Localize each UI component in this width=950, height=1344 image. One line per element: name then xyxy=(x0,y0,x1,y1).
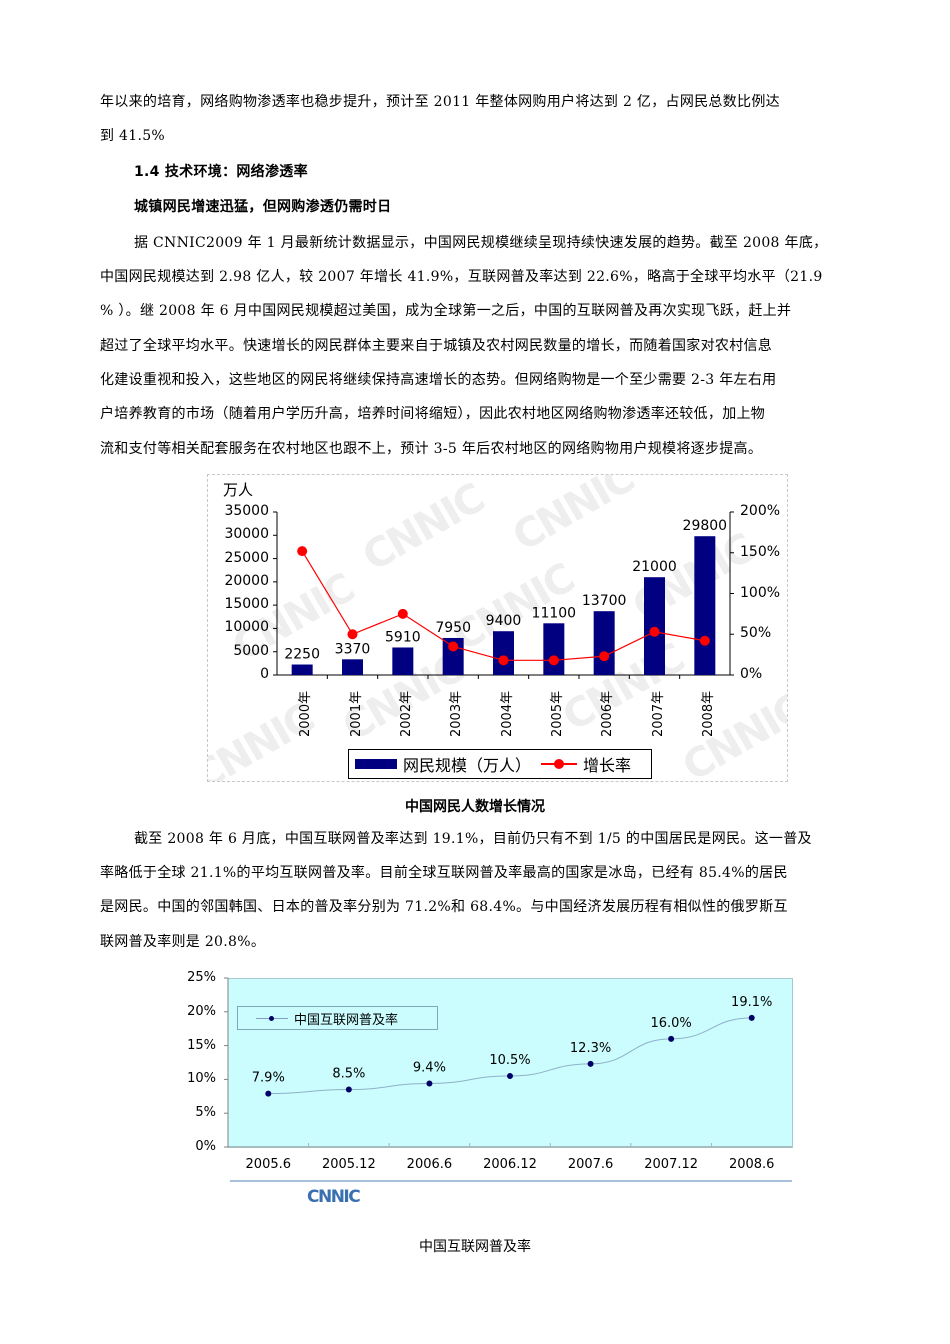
svg-text:10.5%: 10.5% xyxy=(489,1053,530,1068)
x-tick-label: 2005年 xyxy=(549,690,565,737)
x-tick-label: 2003年 xyxy=(449,690,465,737)
svg-text:3370: 3370 xyxy=(335,641,371,657)
paragraph-line: 截至 2008 年 6 月底，中国互联网普及率达到 19.1%，目前仍只有不到 … xyxy=(134,831,812,847)
paragraph-line: 流和支付等相关配套服务在农村地区也跟不上，预计 3-5 年后农村地区的网络购物用… xyxy=(100,441,763,457)
svg-text:19.1%: 19.1% xyxy=(731,995,772,1010)
svg-text:29800: 29800 xyxy=(683,518,728,534)
x-tick-label: 2007.12 xyxy=(644,1157,699,1172)
y-tick-label: 30000 xyxy=(224,526,269,543)
y-tick-label: 20000 xyxy=(224,572,269,589)
figure-2-caption: 中国互联网普及率 xyxy=(419,1239,531,1255)
y-tick-label: 15000 xyxy=(224,596,269,613)
svg-text:7950: 7950 xyxy=(435,620,471,636)
x-tick-label: 2005.12 xyxy=(321,1157,376,1172)
x-tick-label: 2000年 xyxy=(298,690,314,737)
bar-legend-swatch-icon xyxy=(355,759,397,769)
svg-text:16.0%: 16.0% xyxy=(650,1016,691,1031)
intro-line-1: 年以来的培育，网络购物渗透率也稳步提升，预计至 2011 年整体网购用户将达到 … xyxy=(100,94,780,110)
x-tick-label: 2007年 xyxy=(650,690,666,737)
section-heading: 1.4 技术环境：网络渗透率 xyxy=(134,164,308,180)
cnnic-logo: CNNIC xyxy=(307,1187,361,1207)
y-tick-label: 10% xyxy=(187,1071,216,1087)
y-tick-label: 0 xyxy=(260,666,269,682)
svg-text:11100: 11100 xyxy=(532,605,577,621)
netizen-growth-chart: CNNIC CNNIC CNNIC CNNIC CNNIC CNNIC CNNI… xyxy=(207,474,788,782)
x-tick-label: 2002年 xyxy=(398,690,414,737)
svg-text:12.3%: 12.3% xyxy=(570,1041,611,1056)
subheading: 城镇网民增速迅猛，但网购渗透仍需时日 xyxy=(134,199,392,215)
x-tick-label: 2001年 xyxy=(348,690,364,737)
x-tick-label: 2008.6 xyxy=(728,1157,775,1172)
line-legend-marker-icon xyxy=(541,759,578,769)
chart-plot: 7.9% 8.5% 9.4% 10.5% 12.3% 16.0% 19.1% xyxy=(224,977,792,1148)
svg-text:5910: 5910 xyxy=(385,629,421,645)
x-tick-label: 2004年 xyxy=(499,690,515,737)
y-axis-unit: 万人 xyxy=(223,481,254,499)
y-right-tick-label: 100% xyxy=(740,584,781,601)
y-right-tick-label: 0% xyxy=(740,666,763,682)
paragraph-line: 超过了全球平均水平。快速增长的网民群体主要来自于城镇及农村网民数量的增长，而随着… xyxy=(100,338,773,354)
x-tick-label: 2005.6 xyxy=(245,1157,292,1172)
line-legend-marker-icon xyxy=(256,1015,288,1021)
svg-text:8.5%: 8.5% xyxy=(332,1067,365,1082)
y-tick-label: 20% xyxy=(187,1003,216,1019)
chart-plot: 2250 3370 5910 7950 9400 11100 13700 21000 29800 xyxy=(273,511,734,679)
svg-text:21000: 21000 xyxy=(632,559,677,575)
y-tick-label: 25000 xyxy=(224,549,269,566)
x-tick-label: 2006年 xyxy=(600,690,616,737)
legend-label-line: 增长率 xyxy=(583,756,632,775)
svg-text:9.4%: 9.4% xyxy=(413,1060,446,1075)
paragraph-line: 据 CNNIC2009 年 1 月最新统计数据显示，中国网民规模继续呈现持续快速… xyxy=(134,235,828,251)
y-right-tick-label: 150% xyxy=(740,543,781,560)
paragraph-line: 中国网民规模达到 2.98 亿人，较 2007 年增长 41.9%，互联网普及率… xyxy=(100,269,823,285)
figure-1-caption: 中国网民人数增长情况 xyxy=(405,799,545,815)
chart-legend: 中国互联网普及率 xyxy=(237,1006,438,1030)
legend-label-bars: 网民规模（万人） xyxy=(403,756,532,775)
x-tick-label: 2006.12 xyxy=(483,1157,537,1172)
svg-text:7.9%: 7.9% xyxy=(252,1071,285,1086)
y-tick-label: 5% xyxy=(195,1105,216,1121)
svg-text:2250: 2250 xyxy=(284,647,320,663)
y-tick-label: 5000 xyxy=(233,642,269,659)
y-tick-label: 0% xyxy=(195,1139,216,1154)
paragraph-line: 化建设重视和投入，这些地区的网民将继续保持高速增长的态势。但网络购物是一个至少需… xyxy=(100,372,777,388)
y-tick-label: 35000 xyxy=(224,503,269,519)
svg-text:9400: 9400 xyxy=(486,613,522,629)
intro-line-2: 到 41.5% xyxy=(100,128,166,144)
internet-penetration-chart: 0% 5% 10% 15% 20% 25% 7.9% 8.5% 9.4% 10.5% 12.3% 1… xyxy=(170,965,810,1225)
y-tick-label: 15% xyxy=(187,1037,216,1053)
y-tick-label: 10000 xyxy=(224,619,269,636)
legend-label: 中国互联网普及率 xyxy=(294,1012,399,1028)
y-right-tick-label: 200% xyxy=(740,503,781,519)
x-tick-label: 2006.6 xyxy=(406,1157,453,1172)
x-tick-label: 2008年 xyxy=(700,690,716,737)
paragraph-line: 是网民。中国的邻国韩国、日本的普及率分别为 71.2%和 68.4%。与中国经济… xyxy=(100,899,788,915)
svg-text:13700: 13700 xyxy=(582,593,627,609)
chart-legend: 网民规模（万人） 增长率 xyxy=(348,749,652,779)
x-tick-label: 2007.6 xyxy=(567,1157,614,1172)
paragraph-line: 率略低于全球 21.1%的平均互联网普及率。目前全球互联网普及率最高的国家是冰岛… xyxy=(100,865,788,881)
paragraph-line: 户培养教育的市场（随着用户学历升高，培养时间将缩短），因此农村地区网络购物渗透率… xyxy=(100,406,766,422)
y-right-tick-label: 50% xyxy=(740,625,772,642)
y-tick-label: 25% xyxy=(187,970,216,985)
divider xyxy=(230,1180,792,1182)
paragraph-line: 联网普及率则是 20.8%。 xyxy=(100,934,266,950)
paragraph-line: % ）。继 2008 年 6 月中国网民规模超过美国，成为全球第一之后，中国的互… xyxy=(100,303,792,319)
